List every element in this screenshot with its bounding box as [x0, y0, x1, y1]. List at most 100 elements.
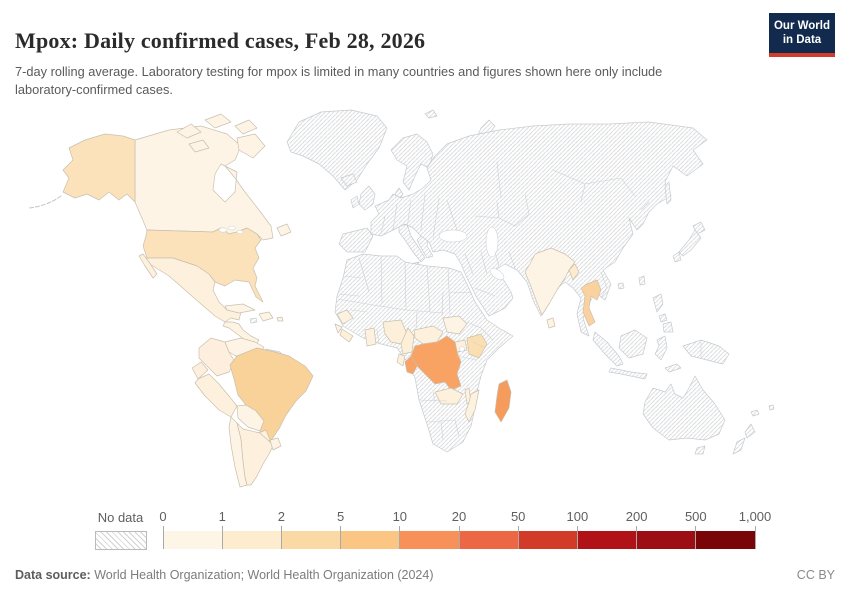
legend-bin-swatch[interactable] [459, 531, 519, 549]
legend-tick-label: 200 [625, 509, 648, 524]
country-sierra-leone[interactable] [334, 323, 343, 334]
region-philippines-visayas-no-data[interactable] [658, 313, 668, 323]
country-ecuador[interactable] [191, 361, 209, 380]
region-scandinavia-no-data[interactable] [390, 133, 434, 191]
region-hainan-no-data[interactable] [617, 282, 625, 290]
internal-borders-middle-east [464, 251, 516, 297]
legend-tick-labels: 0 1 2 5 10 20 50 100 200 500 1,000 [159, 509, 771, 525]
legend-tick-label: 500 [684, 509, 707, 524]
great-lake-ontario [236, 229, 244, 235]
country-india[interactable] [524, 247, 576, 316]
region-ireland-no-data[interactable] [350, 195, 360, 209]
internal-borders-europe [380, 193, 458, 239]
region-new-caledonia-no-data[interactable] [750, 409, 760, 417]
chart-subtitle: 7-day rolling average. Laboratory testin… [15, 63, 663, 97]
region-australia-no-data[interactable] [642, 375, 726, 441]
great-lake-superior [218, 227, 228, 233]
region-iberia-no-data[interactable] [338, 227, 374, 253]
world-choropleth-map [29, 109, 775, 488]
legend-bin-swatch[interactable] [340, 531, 400, 549]
country-mexico[interactable] [145, 257, 242, 323]
legend-tick-label: 1 [218, 509, 226, 524]
country-uruguay[interactable] [269, 437, 282, 451]
region-japan-kyushu-no-data[interactable] [672, 251, 682, 263]
region-borneo-no-data[interactable] [618, 329, 648, 359]
license-link[interactable]: CC BY [796, 568, 835, 582]
footer: Data source: World Health Organization; … [15, 568, 835, 582]
data-source-label: Data source: [15, 568, 91, 582]
country-mexico-baja[interactable] [138, 253, 158, 279]
persian-gulf [489, 268, 505, 280]
region-jamaica-no-data[interactable] [249, 317, 258, 324]
caspian-sea [485, 226, 499, 258]
legend-bin-swatch[interactable] [163, 531, 223, 549]
owid-logo[interactable]: Our World in Data [769, 13, 835, 57]
country-bangladesh[interactable] [568, 263, 580, 281]
country-guinea[interactable] [336, 309, 354, 325]
country-gabon[interactable] [396, 353, 406, 367]
country-bolivia[interactable] [236, 404, 265, 432]
country-puerto-rico[interactable] [276, 316, 284, 322]
country-canada-newfoundland[interactable] [276, 223, 292, 237]
region-greenland-no-data[interactable] [286, 109, 388, 191]
page-title: Mpox: Daily confirmed cases, Feb 28, 202… [15, 27, 426, 53]
legend-tick-label: 50 [510, 509, 526, 524]
region-united-kingdom-no-data[interactable] [358, 185, 376, 211]
region-italy-no-data[interactable] [398, 223, 426, 263]
great-lake-huron [228, 225, 236, 231]
region-new-zealand-south-no-data[interactable] [732, 437, 746, 455]
legend-bin-swatch[interactable] [695, 531, 756, 549]
country-sri-lanka[interactable] [546, 317, 556, 329]
legend-no-data-swatch[interactable] [95, 531, 147, 550]
region-new-zealand-north-no-data[interactable] [744, 423, 756, 439]
legend-tick-label: 10 [392, 509, 408, 524]
region-timor-no-data[interactable] [664, 363, 682, 373]
internal-borders-africa [337, 256, 494, 441]
country-peru[interactable] [194, 373, 238, 418]
country-dominican-republic[interactable] [258, 311, 274, 322]
legend-bin-swatch[interactable] [281, 531, 341, 549]
country-zambia[interactable] [434, 387, 464, 405]
country-thailand[interactable] [580, 279, 602, 327]
legend-bin-swatch[interactable] [518, 531, 578, 549]
region-iceland-no-data[interactable] [340, 173, 358, 187]
country-south-sudan[interactable] [442, 315, 468, 335]
region-sumatra-no-data[interactable] [592, 331, 624, 367]
legend-tick-label: 5 [336, 509, 345, 524]
country-congo[interactable] [404, 355, 418, 375]
aleutian-islands [29, 195, 62, 209]
region-new-guinea-no-data[interactable] [682, 339, 730, 365]
region-sulawesi-no-data[interactable] [654, 335, 668, 361]
country-kenya[interactable] [466, 333, 488, 359]
country-brazil[interactable] [229, 347, 314, 447]
legend-bin-swatch[interactable] [399, 531, 460, 549]
legend-bin-swatch[interactable] [577, 531, 637, 549]
region-sakhalin-no-data[interactable] [664, 181, 672, 205]
region-philippines-mindanao-no-data[interactable] [662, 321, 674, 333]
legend-bin-swatch[interactable] [222, 531, 282, 549]
country-madagascar[interactable] [494, 379, 512, 423]
country-democratic-republic-of-congo[interactable] [410, 335, 462, 391]
region-tasmania-no-data[interactable] [694, 445, 706, 455]
country-united-states-alaska[interactable] [62, 133, 136, 203]
black-sea [438, 229, 468, 243]
region-japan-honshu-no-data[interactable] [678, 229, 702, 257]
region-taiwan-no-data[interactable] [638, 275, 646, 286]
legend-bin-swatch[interactable] [636, 531, 696, 549]
region-philippines-luzon-no-data[interactable] [652, 293, 664, 313]
legend-tick-label: 0 [159, 509, 167, 524]
region-svalbard-no-data[interactable] [424, 109, 438, 119]
region-java-no-data[interactable] [608, 367, 648, 380]
country-cuba[interactable] [224, 303, 256, 314]
region-eurasia-no-data[interactable] [370, 121, 708, 337]
country-canada-arctic-islands[interactable] [176, 113, 266, 159]
legend-bar[interactable] [163, 531, 756, 549]
legend-tick-label: 1,000 [738, 509, 772, 524]
country-cameroon[interactable] [400, 327, 415, 355]
region-fiji-no-data[interactable] [768, 404, 775, 411]
country-mozambique[interactable] [464, 389, 480, 423]
country-liberia[interactable] [339, 328, 354, 343]
country-ghana[interactable] [364, 327, 377, 347]
owid-logo-line1: Our World [773, 20, 830, 32]
